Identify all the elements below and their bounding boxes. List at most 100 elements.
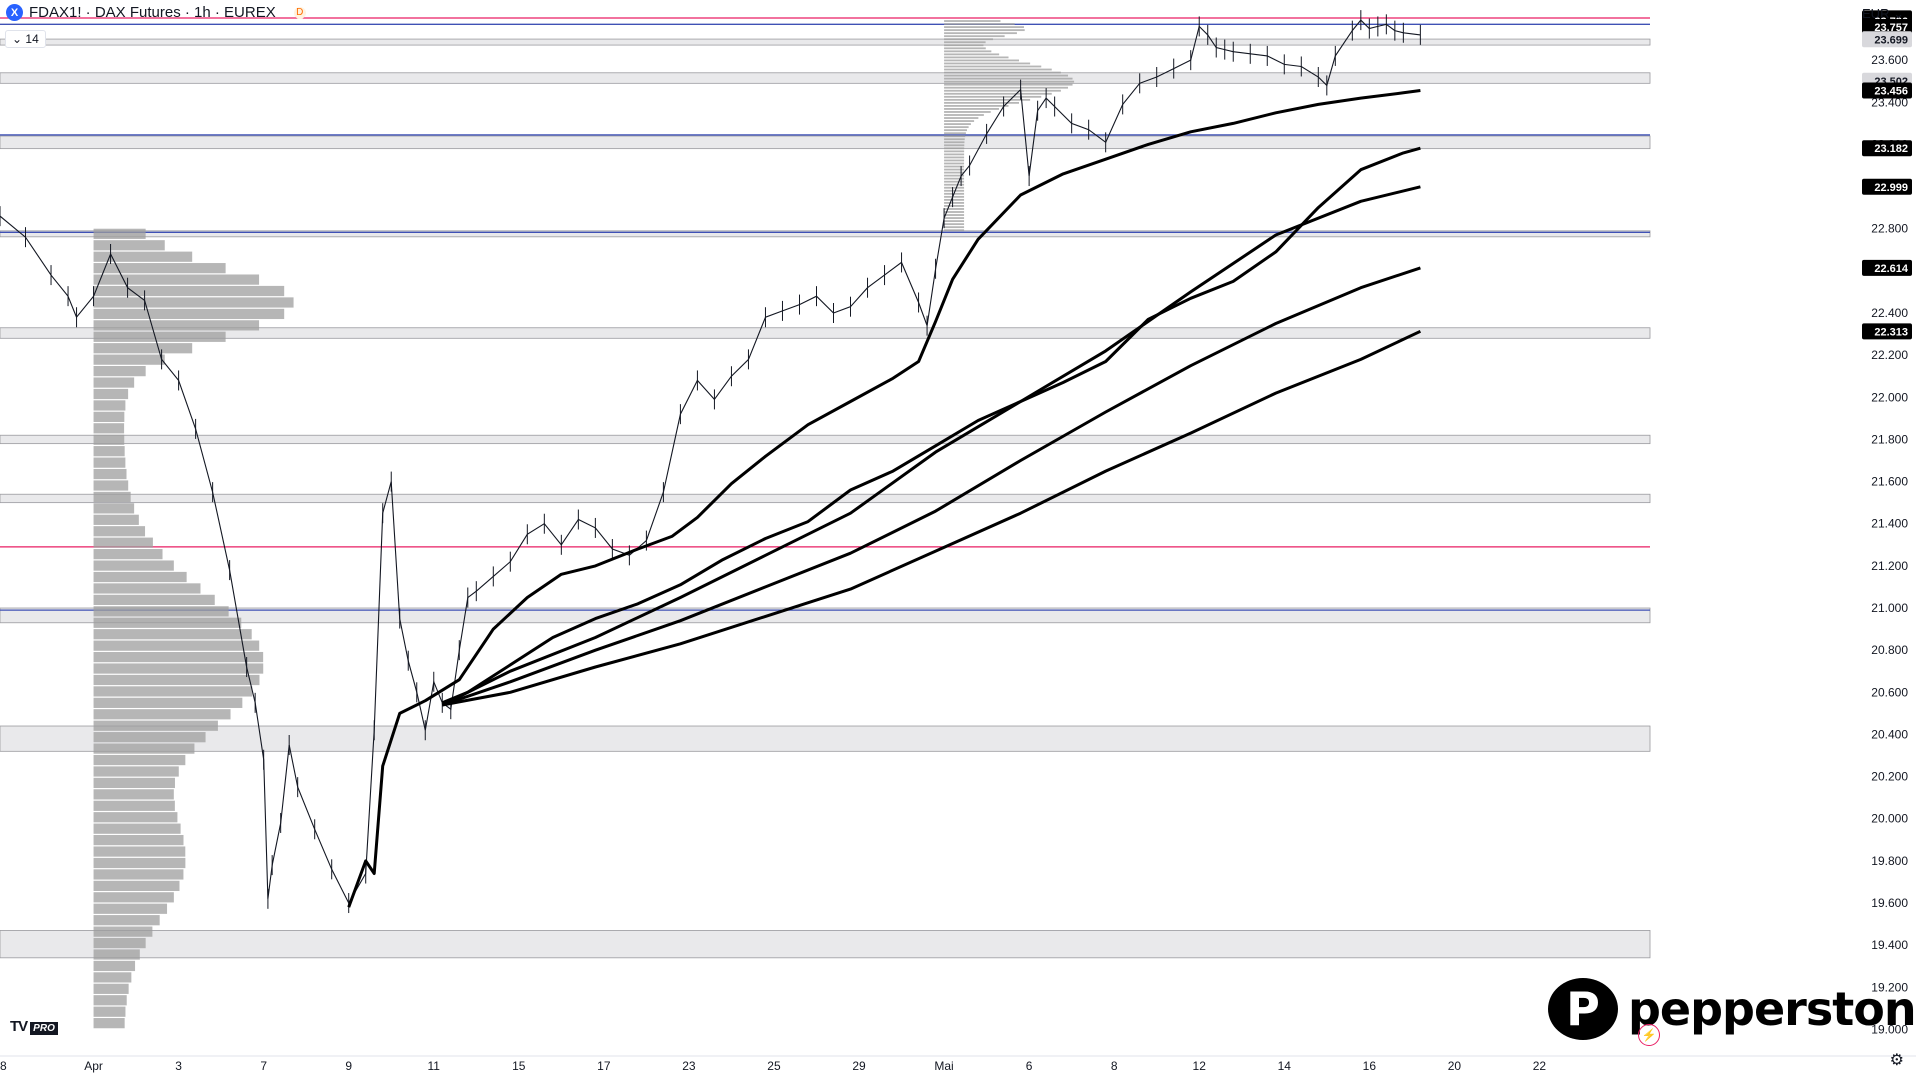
volume-bar	[93, 606, 229, 617]
market-status-icon[interactable]: D	[293, 6, 306, 19]
y-tick-label: 21.400	[1871, 517, 1908, 531]
zone	[0, 607, 1651, 624]
volume-bar	[944, 135, 966, 138]
volume-bar	[944, 156, 965, 159]
volume-bar	[944, 26, 1024, 29]
tradingview-logo[interactable]: TV PRO	[10, 1018, 58, 1035]
volume-bar	[93, 709, 231, 720]
zone	[0, 725, 1651, 752]
y-tick-label: 23.400	[1871, 95, 1908, 109]
volume-bar	[93, 766, 179, 777]
time-axis[interactable]: 28 Apr 3 7 9 11 15 17 23 25 29 Mai 6 8 12 14 16 20 22	[0, 1055, 1916, 1073]
volume-bar	[944, 195, 965, 198]
volume-bar	[944, 101, 1020, 104]
volume-bar	[93, 777, 175, 789]
volume-bar	[944, 23, 1015, 25]
horizontal-levels	[0, 17, 1650, 611]
volume-bar	[944, 56, 1009, 59]
x-tick-label: 6	[1026, 1059, 1033, 1073]
volume-bar	[93, 857, 186, 869]
price-badge-label: 22.614	[1874, 263, 1909, 275]
volume-bar	[93, 754, 186, 766]
volume-bar	[944, 183, 965, 186]
volume-bar	[93, 434, 125, 445]
volume-bar	[93, 491, 131, 503]
volume-bar	[93, 651, 264, 663]
broker-logo: P pepperstone	[1548, 978, 1916, 1040]
chevron-down-icon[interactable]: ⌄	[12, 32, 23, 46]
volume-bar	[944, 147, 965, 150]
volume-bar	[944, 223, 965, 226]
price-line	[0, 19, 1421, 905]
volume-bar	[944, 44, 984, 47]
currency-selector[interactable]: EUR ⌄	[1862, 6, 1904, 22]
volume-bar	[93, 869, 184, 880]
volume-bar	[93, 583, 201, 594]
price-badge	[1862, 140, 1912, 157]
volume-bar	[93, 457, 126, 468]
volume-bar	[944, 211, 965, 213]
volume-bar	[93, 789, 174, 800]
volume-bar	[944, 95, 1042, 98]
volume-bar	[93, 331, 226, 342]
broker-name: pepperstone	[1628, 982, 1916, 1036]
volume-bar	[93, 640, 260, 651]
volume-bar	[93, 686, 253, 697]
volume-bar	[93, 560, 174, 571]
gear-icon[interactable]: ⚙	[1889, 1052, 1904, 1069]
lightning-icon[interactable]: ⚡	[1638, 1024, 1660, 1046]
x-tick-label: 25	[767, 1059, 781, 1073]
x-tick-label: 8	[1111, 1059, 1118, 1073]
volume-bar	[93, 812, 178, 823]
volume-bar	[944, 29, 1025, 32]
volume-bar	[93, 549, 163, 560]
volume-bar	[93, 903, 168, 914]
volume-bar	[93, 468, 127, 480]
price-badge-label: 22.313	[1874, 326, 1908, 338]
volume-bar	[93, 526, 146, 537]
indicator-legend[interactable]: ⌄ 14	[5, 30, 46, 48]
volume-bar	[93, 423, 125, 434]
y-tick-label: 20.200	[1871, 770, 1908, 784]
x-tick-label: 22	[1533, 1059, 1547, 1073]
volume-bar	[944, 68, 1052, 71]
x-tick-label: 7	[260, 1059, 267, 1073]
volume-bar	[93, 720, 218, 731]
volume-bar	[944, 168, 965, 171]
volume-bar	[944, 126, 969, 129]
zone	[0, 72, 1651, 84]
chart-title[interactable]: FDAX1! · DAX Futures · 1h · EUREX	[29, 4, 276, 21]
volume-bar	[93, 263, 226, 274]
volume-bar	[93, 594, 215, 606]
volume-bar	[944, 53, 1000, 56]
support-resistance-zones	[0, 38, 1651, 959]
volume-bar	[944, 162, 965, 165]
volume-bar	[93, 1018, 125, 1029]
volume-bar	[944, 208, 965, 210]
volume-bar	[93, 915, 160, 926]
volume-bar	[944, 83, 1073, 86]
volume-bar	[944, 220, 965, 223]
volume-bar	[944, 217, 965, 219]
volume-bar	[944, 111, 991, 113]
currency-label: EUR	[1862, 6, 1890, 21]
x-tick-label: 28	[0, 1059, 7, 1073]
volume-bar	[944, 108, 999, 110]
x-tick-label: 15	[512, 1059, 526, 1073]
volume-bar	[944, 153, 965, 156]
volume-bar	[93, 297, 294, 308]
price-axis[interactable]: 19.000 19.200 19.400 19.600 19.800 20.000 20.2…	[1871, 53, 1908, 1036]
volume-bar	[944, 104, 1009, 107]
volume-bar	[944, 141, 965, 144]
volume-bar	[93, 400, 126, 411]
price-badges: 23.79823.78623.75723.69923.50223.45623.1…	[1862, 10, 1912, 340]
volume-bar	[944, 132, 966, 135]
volume-bar	[93, 834, 184, 846]
volume-bar	[93, 949, 140, 960]
chart-header[interactable]: X FDAX1! · DAX Futures · 1h · EUREX D	[6, 4, 306, 21]
volume-bar	[93, 926, 153, 937]
volume-bar	[944, 150, 965, 153]
volume-bar	[93, 320, 260, 331]
volume-bar	[93, 617, 242, 628]
